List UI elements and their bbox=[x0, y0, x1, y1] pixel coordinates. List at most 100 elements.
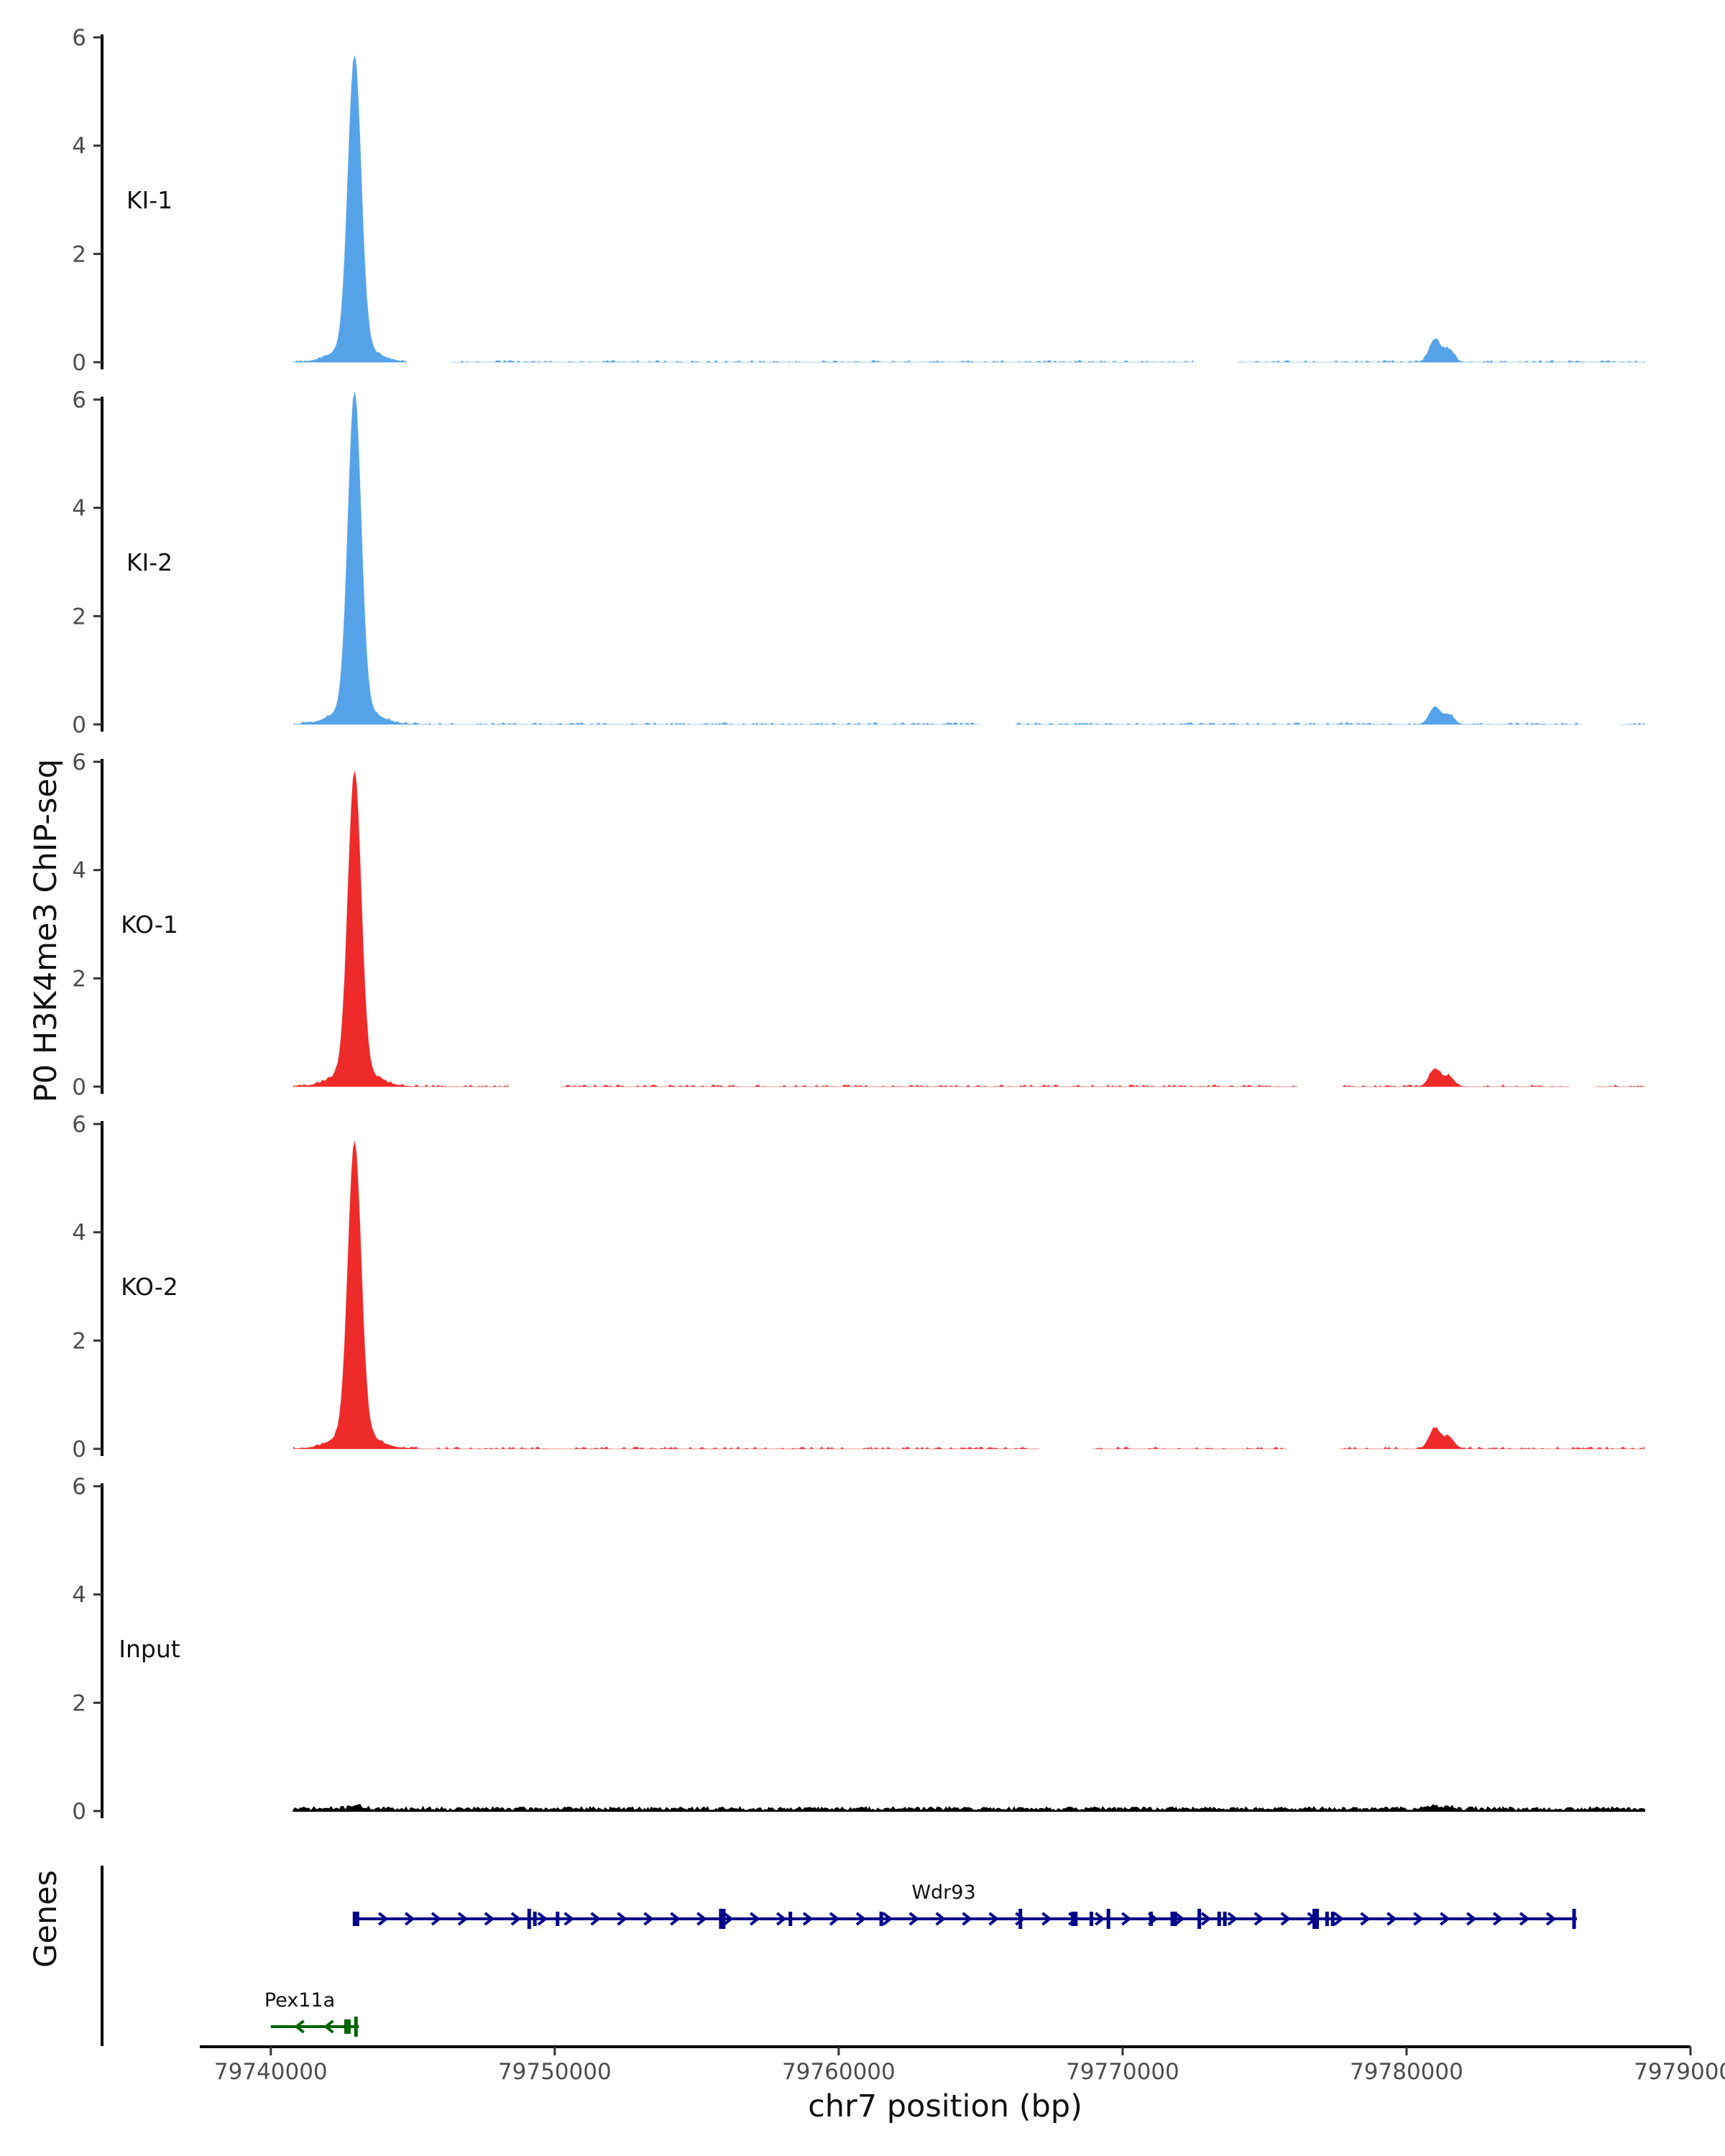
y-tick-label: 2 bbox=[72, 966, 86, 992]
track-ko-2: 0 2 4 6 KO-2 bbox=[72, 1112, 1645, 1462]
gene-wdr93: Wdr93 bbox=[352, 1881, 1577, 1929]
track-ki-1: 0 2 4 6 KI-1 bbox=[72, 25, 1645, 376]
strand-chevron bbox=[323, 2019, 334, 2034]
strand-chevron bbox=[564, 1912, 574, 1926]
track-label: KI-1 bbox=[126, 186, 172, 214]
strand-chevron bbox=[377, 1912, 389, 1926]
y-tick-label: 4 bbox=[72, 1220, 86, 1246]
exon bbox=[527, 1909, 531, 1929]
exon bbox=[1170, 1912, 1177, 1926]
strand-chevron bbox=[294, 2019, 305, 2034]
strand-chevron bbox=[1333, 1912, 1344, 1926]
strand-chevron bbox=[723, 1912, 734, 1926]
gene-track: Wdr93 Pex11a bbox=[101, 1866, 1577, 2046]
x-axis: 79740000 79750000 79760000 79770000 79780000… bbox=[200, 2045, 1725, 2085]
strand-chevron bbox=[617, 1912, 627, 1926]
strand-chevron bbox=[670, 1912, 681, 1926]
exon bbox=[344, 2019, 351, 2034]
y-tick-label: 6 bbox=[72, 1112, 86, 1138]
exon bbox=[556, 1912, 560, 1926]
exon bbox=[1217, 1912, 1221, 1926]
strand-chevron bbox=[829, 1912, 840, 1926]
exon bbox=[1572, 1909, 1576, 1929]
strand-chevron bbox=[935, 1912, 946, 1926]
strand-chevron bbox=[457, 1912, 469, 1926]
exon bbox=[354, 2017, 358, 2037]
y-tick-label: 0 bbox=[72, 1799, 86, 1825]
track-ki-2: 0 2 4 6 KI-2 bbox=[72, 387, 1645, 738]
track-ko-1: 0 2 4 6 KO-1 bbox=[72, 750, 1645, 1100]
y-tick-label: 0 bbox=[72, 1074, 86, 1100]
exon bbox=[1071, 1912, 1078, 1926]
strand-chevron bbox=[1492, 1912, 1504, 1926]
track-label: Input bbox=[119, 1635, 180, 1663]
strand-chevron bbox=[1466, 1912, 1477, 1926]
track-label: KO-1 bbox=[121, 911, 178, 939]
y-tick-label: 4 bbox=[72, 858, 86, 884]
strand-chevron bbox=[1386, 1912, 1397, 1926]
strand-chevron bbox=[1545, 1912, 1557, 1926]
exon bbox=[533, 1912, 537, 1926]
exon bbox=[1149, 1912, 1153, 1926]
y-tick-label: 4 bbox=[72, 496, 86, 522]
strand-chevron bbox=[882, 1912, 893, 1926]
track-input: 0 2 4 6 Input bbox=[72, 1474, 1645, 1825]
y-tick-label: 4 bbox=[72, 1583, 86, 1608]
strand-chevron bbox=[988, 1912, 999, 1926]
strand-chevron bbox=[1440, 1912, 1450, 1926]
strand-chevron bbox=[962, 1912, 972, 1926]
genes-panel-title: Genes bbox=[28, 1870, 64, 1968]
y-tick-label: 6 bbox=[72, 387, 86, 413]
coverage-area bbox=[293, 1804, 1645, 1812]
x-tick-label: 79780000 bbox=[1350, 2059, 1463, 2085]
strand-chevron bbox=[1227, 1912, 1238, 1926]
y-tick-label: 2 bbox=[72, 241, 86, 267]
exon bbox=[1223, 1912, 1227, 1926]
y-tick-label: 0 bbox=[72, 1437, 86, 1462]
exon bbox=[1330, 1912, 1335, 1926]
coverage-area bbox=[293, 55, 1645, 363]
coverage-area bbox=[293, 392, 1645, 725]
exon bbox=[719, 1909, 726, 1929]
exon bbox=[879, 1912, 883, 1926]
y-axis-title: P0 H3K4me3 ChIP-seq bbox=[28, 759, 64, 1102]
x-tick-label: 79750000 bbox=[498, 2059, 612, 2085]
exon bbox=[788, 1912, 793, 1926]
strand-chevron bbox=[1095, 1912, 1105, 1926]
y-tick-label: 0 bbox=[72, 350, 86, 376]
strand-chevron bbox=[1254, 1912, 1265, 1926]
strand-chevron bbox=[1360, 1912, 1371, 1926]
strand-chevron bbox=[590, 1912, 601, 1926]
coverage-area bbox=[293, 771, 1645, 1087]
exon bbox=[352, 1912, 359, 1926]
strand-chevron bbox=[537, 1912, 548, 1926]
strand-chevron bbox=[1174, 1912, 1185, 1926]
gene-label: Wdr93 bbox=[911, 1881, 975, 1904]
strand-chevron bbox=[1200, 1912, 1212, 1926]
strand-chevron bbox=[1413, 1912, 1424, 1926]
exon bbox=[1089, 1912, 1093, 1926]
y-tick-label: 4 bbox=[72, 134, 86, 160]
exon bbox=[1325, 1912, 1329, 1926]
strand-chevron bbox=[431, 1912, 442, 1926]
exon bbox=[1197, 1909, 1202, 1929]
y-tick-label: 0 bbox=[72, 712, 86, 738]
y-tick-label: 2 bbox=[72, 1690, 86, 1716]
x-tick-label: 79740000 bbox=[214, 2059, 328, 2085]
track-label: KI-2 bbox=[126, 548, 172, 576]
coverage-area bbox=[293, 1141, 1645, 1450]
strand-chevron bbox=[908, 1912, 919, 1926]
exon bbox=[1018, 1909, 1023, 1929]
strand-chevron bbox=[1121, 1912, 1132, 1926]
strand-chevron bbox=[802, 1912, 814, 1926]
strand-chevron bbox=[484, 1912, 495, 1926]
strand-chevron bbox=[510, 1912, 522, 1926]
x-tick-label: 79760000 bbox=[782, 2059, 896, 2085]
strand-chevron bbox=[643, 1912, 654, 1926]
strand-chevron bbox=[1041, 1912, 1052, 1926]
x-tick-label: 79770000 bbox=[1066, 2059, 1179, 2085]
strand-chevron bbox=[1015, 1912, 1026, 1926]
x-tick-label: 79790000 bbox=[1634, 2059, 1725, 2085]
strand-chevron bbox=[855, 1912, 867, 1926]
